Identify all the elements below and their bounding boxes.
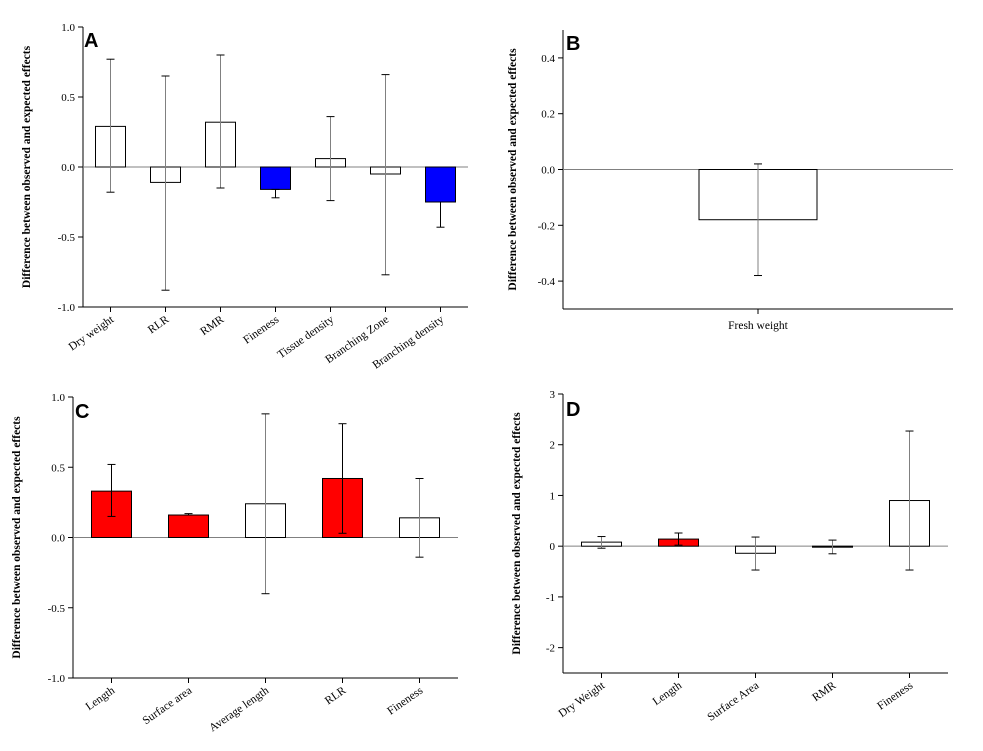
x-category-label: RMR <box>198 313 226 338</box>
y-tick-label: 0.2 <box>541 109 555 121</box>
y-tick-label: -1.0 <box>58 302 76 314</box>
x-category-label: Fresh weight <box>728 320 789 332</box>
y-axis-title: Difference between observed and expected… <box>11 416 23 659</box>
y-tick-label: 0.4 <box>541 53 555 65</box>
y-tick-label: 0.0 <box>51 533 65 545</box>
bar <box>260 166 291 190</box>
panel-label: D <box>566 399 580 421</box>
y-axis-title: Difference between observed and expected… <box>507 48 519 291</box>
x-category-label: Length <box>651 679 685 708</box>
y-tick-label: -0.2 <box>538 220 555 232</box>
y-tick-label: -0.5 <box>48 603 66 615</box>
x-category-label: Dry Weight <box>557 679 608 720</box>
x-category-label: RLR <box>323 684 348 707</box>
y-axis-title: Difference between observed and expected… <box>511 412 523 655</box>
x-category-label: Dry weight <box>67 313 117 353</box>
panel-c: -1.0 -0.5 0.0 0.5 1.0 Length Surface area Avera… <box>11 392 458 734</box>
y-tick-label: 0.0 <box>61 162 75 174</box>
y-tick-label: 1.0 <box>51 392 65 404</box>
x-category-label: Fineness <box>875 679 915 712</box>
x-category-label: Fineness <box>385 684 425 717</box>
y-tick-label: -2 <box>546 643 555 655</box>
x-category-label: RMR <box>810 679 838 704</box>
y-axis-title: Difference between observed and expected… <box>21 45 33 288</box>
x-category-label: Surface area <box>141 685 195 728</box>
panel-a: -1.0 -0.5 0.0 0.5 1.0 Dry weight RLR RMR Finenes… <box>21 22 468 372</box>
x-category-label: Average length <box>207 684 271 734</box>
y-tick-label: 1.0 <box>61 22 75 34</box>
x-category-label: Length <box>84 684 118 713</box>
panel-label: B <box>566 33 580 55</box>
y-tick-label: 0.5 <box>51 462 65 474</box>
y-tick-label: 0.5 <box>61 92 75 104</box>
panel-d: -2 -1 0 1 2 3 Dry Weight Length Surface Area RMR F… <box>511 389 948 724</box>
y-tick-label: 1 <box>550 490 556 502</box>
y-tick-label: -0.5 <box>58 232 76 244</box>
y-tick-label: -1.0 <box>48 673 66 685</box>
y-tick-label: 2 <box>550 440 556 452</box>
panel-label: A <box>84 30 98 52</box>
bar <box>425 166 456 203</box>
y-tick-label: 3 <box>550 389 556 401</box>
x-category-label: Fineness <box>241 313 281 346</box>
x-category-label: RLR <box>146 313 171 336</box>
y-tick-label: 0.0 <box>541 165 555 177</box>
panel-label: C <box>75 401 89 423</box>
y-tick-label: -1 <box>546 592 555 604</box>
y-tick-label: 0 <box>550 541 556 553</box>
panel-b: -0.4 -0.2 0.0 0.2 0.4 Fresh weight Difference … <box>507 30 953 332</box>
x-category-label: Surface Area <box>705 680 761 724</box>
y-tick-label: -0.4 <box>538 276 556 288</box>
bar <box>168 514 209 539</box>
